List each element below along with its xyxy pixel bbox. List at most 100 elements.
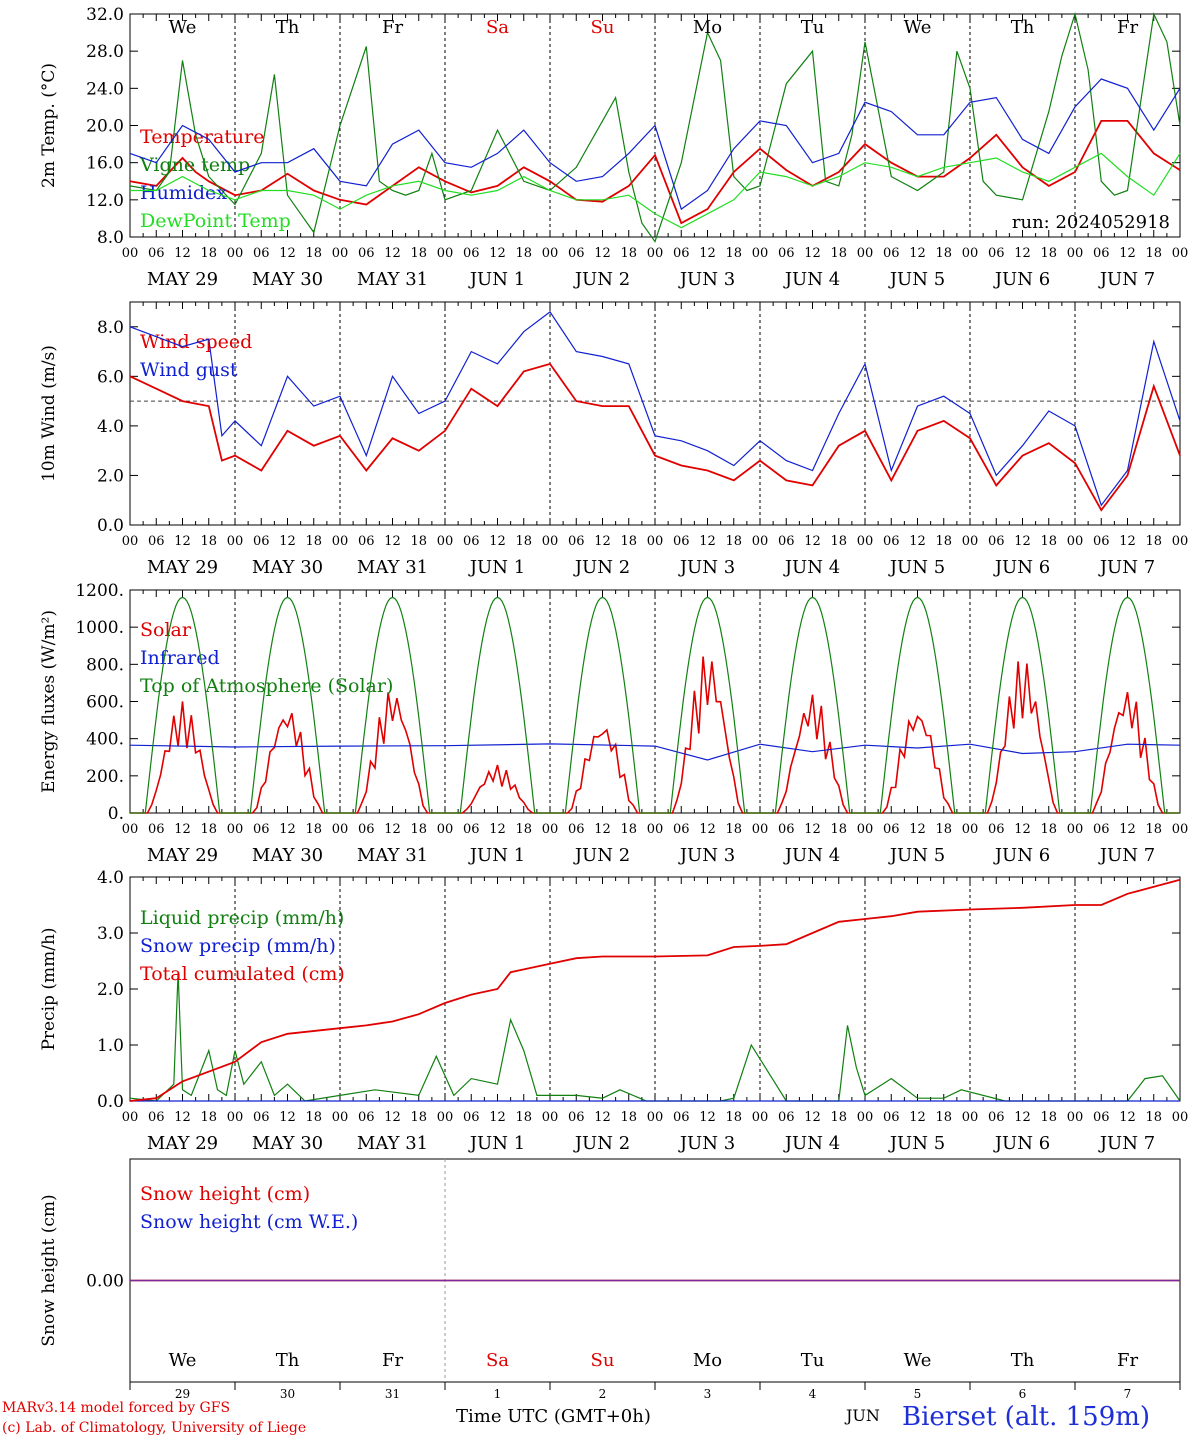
y-tick-label: 0.0 — [97, 1092, 124, 1112]
hour-label: 18 — [305, 822, 322, 837]
hour-label: 18 — [1145, 1110, 1162, 1125]
hour-label: 12 — [909, 1110, 926, 1125]
hour-label: 18 — [515, 1110, 532, 1125]
hour-label: 00 — [122, 822, 139, 837]
hour-label: 00 — [1067, 1110, 1084, 1125]
hour-label: 18 — [200, 822, 217, 837]
y-tick-label: 400. — [86, 730, 124, 750]
hour-label: 00 — [227, 1110, 244, 1125]
hour-label: 18 — [305, 534, 322, 549]
hour-label: 12 — [699, 1110, 716, 1125]
series-line-blue — [129, 78, 1181, 211]
hour-label: 06 — [988, 1110, 1005, 1125]
hour-label: 18 — [620, 534, 637, 549]
hour-label: 00 — [542, 822, 559, 837]
hour-label: 12 — [909, 534, 926, 549]
hour-label: 18 — [725, 246, 742, 261]
hour-label: 06 — [358, 534, 375, 549]
hour-label: 18 — [1145, 822, 1162, 837]
hour-label: 00 — [332, 534, 349, 549]
day-number: 1 — [494, 1387, 502, 1401]
date-label: MAY 30 — [252, 269, 323, 290]
hour-label: 12 — [489, 534, 506, 549]
y-axis-label: Snow height (cm) — [39, 1194, 59, 1346]
hour-label: 00 — [857, 1110, 874, 1125]
date-label: JUN 5 — [888, 1133, 945, 1154]
hour-label: 06 — [358, 1110, 375, 1125]
hour-label: 18 — [410, 534, 427, 549]
day-name: Fr — [1117, 1350, 1138, 1371]
hour-label: 18 — [830, 534, 847, 549]
hour-label: 00 — [1172, 246, 1189, 261]
y-tick-label: 2.0 — [97, 980, 124, 1000]
series-line-red — [129, 120, 1181, 225]
hour-label: 06 — [148, 822, 165, 837]
hour-label: 06 — [463, 246, 480, 261]
hour-label: 06 — [568, 1110, 585, 1125]
date-label: JUN 7 — [1098, 845, 1155, 866]
lab-credit: (c) Lab. of Climatology, University of L… — [2, 1420, 307, 1436]
x-axis-title: Time UTC (GMT+0h) — [456, 1406, 651, 1427]
hour-label: 06 — [568, 246, 585, 261]
hour-label: 00 — [752, 1110, 769, 1125]
day-name: Th — [276, 1350, 300, 1371]
date-label: JUN 3 — [678, 845, 735, 866]
hour-label: 12 — [1119, 534, 1136, 549]
plot-frame-1 — [129, 301, 1181, 526]
day-name: Fr — [382, 17, 403, 38]
hour-label: 00 — [227, 246, 244, 261]
day-number: 31 — [385, 1387, 400, 1401]
hour-label: 00 — [1172, 534, 1189, 549]
hour-label: 18 — [830, 822, 847, 837]
date-label: JUN 2 — [573, 1133, 630, 1154]
hour-label: 12 — [279, 822, 296, 837]
hour-label: 06 — [673, 822, 690, 837]
hour-label: 12 — [384, 246, 401, 261]
series-top-of-atmosphere — [130, 596, 1180, 814]
hour-label: 12 — [489, 822, 506, 837]
date-label: MAY 31 — [357, 845, 428, 866]
day-name: We — [904, 17, 932, 38]
hour-label: 12 — [699, 822, 716, 837]
hour-label: 00 — [332, 1110, 349, 1125]
hour-label: 00 — [647, 246, 664, 261]
series-line-blue — [129, 743, 1181, 761]
hour-label: 06 — [253, 534, 270, 549]
date-label: MAY 29 — [147, 845, 218, 866]
day-name: Tu — [801, 1350, 825, 1371]
day-name: Sa — [486, 17, 509, 38]
date-label: JUN 6 — [993, 1133, 1050, 1154]
hour-label: 06 — [568, 534, 585, 549]
hour-label: 12 — [1119, 822, 1136, 837]
y-axis-label: 10m Wind (m/s) — [39, 345, 59, 482]
legend-entry: Solar — [140, 619, 192, 641]
hour-label: 18 — [305, 1110, 322, 1125]
day-name: We — [904, 1350, 932, 1371]
day-name: Th — [1011, 17, 1035, 38]
y-tick-label: 8.0 — [97, 228, 124, 248]
hour-label: 06 — [778, 1110, 795, 1125]
legend-entry: Wind gust — [140, 359, 238, 381]
hour-label: 00 — [647, 822, 664, 837]
hour-label: 06 — [253, 246, 270, 261]
y-tick-label: 6.0 — [97, 367, 124, 387]
hour-label: 06 — [1093, 246, 1110, 261]
day-number: 5 — [914, 1387, 922, 1401]
date-label: JUN 7 — [1098, 557, 1155, 578]
hour-label: 18 — [620, 822, 637, 837]
day-number: 30 — [280, 1387, 295, 1401]
y-tick-label: 4.0 — [97, 417, 124, 437]
hour-label: 18 — [1040, 534, 1057, 549]
date-label: JUN 2 — [573, 557, 630, 578]
run-label: run: 2024052918 — [1012, 212, 1170, 233]
hour-label: 00 — [857, 534, 874, 549]
hour-label: 18 — [200, 246, 217, 261]
hour-label: 12 — [594, 1110, 611, 1125]
hour-label: 00 — [752, 246, 769, 261]
hour-label: 00 — [1067, 246, 1084, 261]
series-line-green — [129, 972, 1181, 1102]
day-name: Su — [591, 1350, 615, 1371]
y-tick-label: 12.0 — [86, 191, 124, 211]
legend-entry: Top of Atmosphere (Solar) — [140, 675, 393, 697]
y-tick-label: 4.0 — [97, 868, 124, 888]
